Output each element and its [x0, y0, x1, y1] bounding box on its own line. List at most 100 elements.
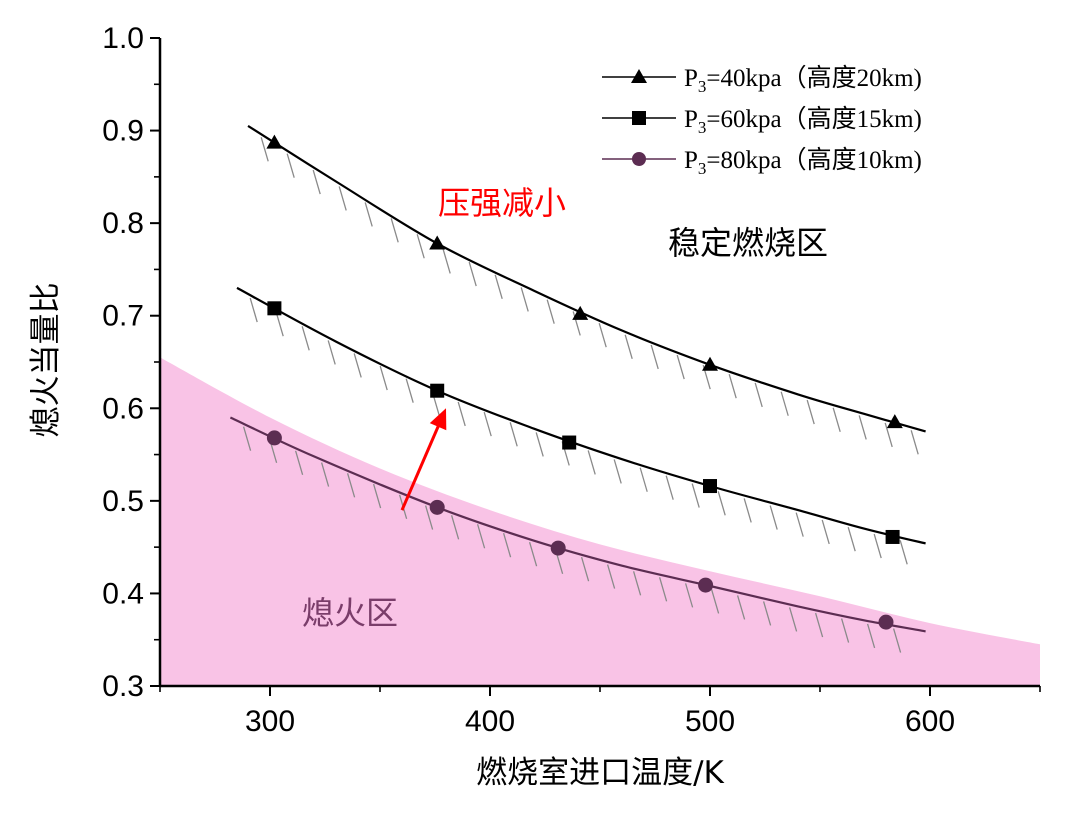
legend-label-2: P3=60kpa（高度15km) — [684, 105, 922, 137]
fit-curve-1 — [247, 124, 926, 433]
hatch-mark — [338, 186, 347, 211]
point-s1-5 — [886, 414, 903, 429]
legend-marker-3 — [632, 152, 646, 166]
hatch-mark — [717, 491, 726, 516]
hatch-mark — [769, 505, 778, 530]
pressure-arrow-shaft — [400, 419, 443, 511]
hatch-mark — [788, 607, 798, 632]
pressure-arrow-head — [429, 408, 447, 431]
y-tick-label: 0.3 — [102, 670, 144, 703]
hatch-mark — [327, 340, 336, 365]
y-axis-title: 熄火当量比 — [28, 283, 64, 438]
hatch-mark — [502, 533, 512, 558]
hatch-mark — [372, 483, 382, 509]
x-tick-label: 500 — [685, 705, 735, 738]
hatch-mark — [866, 623, 876, 649]
y-tick-label: 0.4 — [102, 577, 144, 610]
hatch-mark — [320, 462, 330, 487]
point-s2-5 — [885, 529, 900, 544]
axes: 0.3 0.4 0.5 0.6 0.7 0.8 0.9 1.0 300 400 500 600 — [102, 22, 1041, 738]
stable-combustion-label: 稳定燃烧区 — [668, 224, 828, 262]
hatch-mark — [754, 382, 763, 408]
hatch-mark — [821, 519, 830, 545]
hatch-mark — [624, 334, 633, 359]
curve-layer — [229, 124, 926, 633]
hatch-mark — [546, 299, 555, 324]
blowout-region-layer — [160, 357, 1040, 686]
hatch-mark — [650, 344, 659, 370]
y-tick-label: 1.0 — [102, 22, 144, 55]
hatch-mark — [483, 411, 492, 437]
hatch-mark — [780, 391, 789, 416]
hatch-mark — [353, 353, 362, 378]
y-tick-label: 0.7 — [102, 300, 144, 333]
point-s1-4 — [702, 356, 718, 371]
point-s3-2 — [429, 499, 445, 515]
hatch-mark — [665, 475, 674, 500]
hatch-mark — [840, 618, 850, 643]
point-s3-3 — [550, 540, 566, 556]
x-tick-label: 300 — [245, 705, 295, 738]
hatch-mark — [450, 515, 460, 540]
point-s1-2 — [429, 235, 446, 250]
hatch-mark — [892, 628, 902, 653]
fit-curve-3 — [229, 416, 926, 633]
legend-label-1: P3=40kpa（高度20km) — [684, 64, 922, 96]
blowout-region — [160, 357, 1040, 686]
point-s2-3 — [562, 435, 577, 450]
hatch-mark — [346, 473, 356, 498]
hatch-mark — [728, 374, 737, 399]
hatch-mark — [442, 249, 451, 274]
y-tick-label: 0.5 — [102, 485, 144, 518]
hatch-mark — [457, 401, 466, 427]
hatch-mark — [286, 153, 295, 178]
hatch-mark — [598, 323, 607, 348]
hatch-mark — [676, 354, 685, 380]
hatch-mark — [294, 450, 304, 476]
x-axis-title: 燃烧室进口温度/K — [476, 755, 724, 791]
hatch-mark — [795, 512, 804, 537]
hatch-mark — [249, 297, 258, 323]
hatch-mark — [691, 483, 700, 508]
y-tick-label: 0.6 — [102, 392, 144, 425]
hatch-mark — [910, 430, 919, 455]
hatch-mark — [580, 557, 590, 582]
hatch-mark — [364, 202, 373, 227]
hatch-mark — [762, 601, 772, 626]
hatch-mark — [572, 311, 581, 336]
point-s2-1 — [267, 301, 282, 316]
legend: P3=40kpa（高度20km) P3=60kpa（高度15km) P3=80kpa… — [602, 64, 922, 178]
hatch-mark — [684, 583, 694, 608]
hatch-mark — [606, 564, 616, 589]
blowout-region-label: 熄火区 — [302, 594, 398, 632]
y-tick-label: 0.8 — [102, 207, 144, 240]
hatch-mark — [301, 326, 310, 351]
y-tick-label: 0.9 — [102, 115, 144, 148]
x-tick-label: 400 — [465, 705, 515, 738]
hatch-mark — [509, 422, 518, 447]
hatch-mark — [405, 378, 414, 403]
hatch-layer — [242, 137, 919, 653]
point-s3-4 — [698, 577, 714, 593]
hatch-mark — [814, 612, 824, 638]
hatch-mark — [806, 399, 815, 425]
hatch-mark — [424, 505, 434, 530]
hatch-mark — [832, 407, 841, 432]
hatch-mark — [743, 498, 752, 523]
hatch-mark — [476, 524, 486, 549]
hatch-mark — [847, 527, 856, 552]
hatch-mark — [494, 274, 503, 299]
hatch-mark — [520, 287, 529, 312]
hatch-mark — [379, 365, 388, 391]
hatch-mark — [632, 571, 642, 596]
hatch-mark — [528, 541, 538, 567]
point-s1-3 — [572, 305, 589, 320]
hatch-mark — [873, 533, 882, 559]
hatch-mark — [312, 169, 321, 195]
x-tick-label: 600 — [905, 705, 955, 738]
hatch-mark — [390, 218, 399, 243]
fit-curve-2 — [236, 286, 926, 545]
marker-layer — [266, 134, 903, 630]
legend-label-3: P3=80kpa（高度10km) — [684, 146, 922, 178]
